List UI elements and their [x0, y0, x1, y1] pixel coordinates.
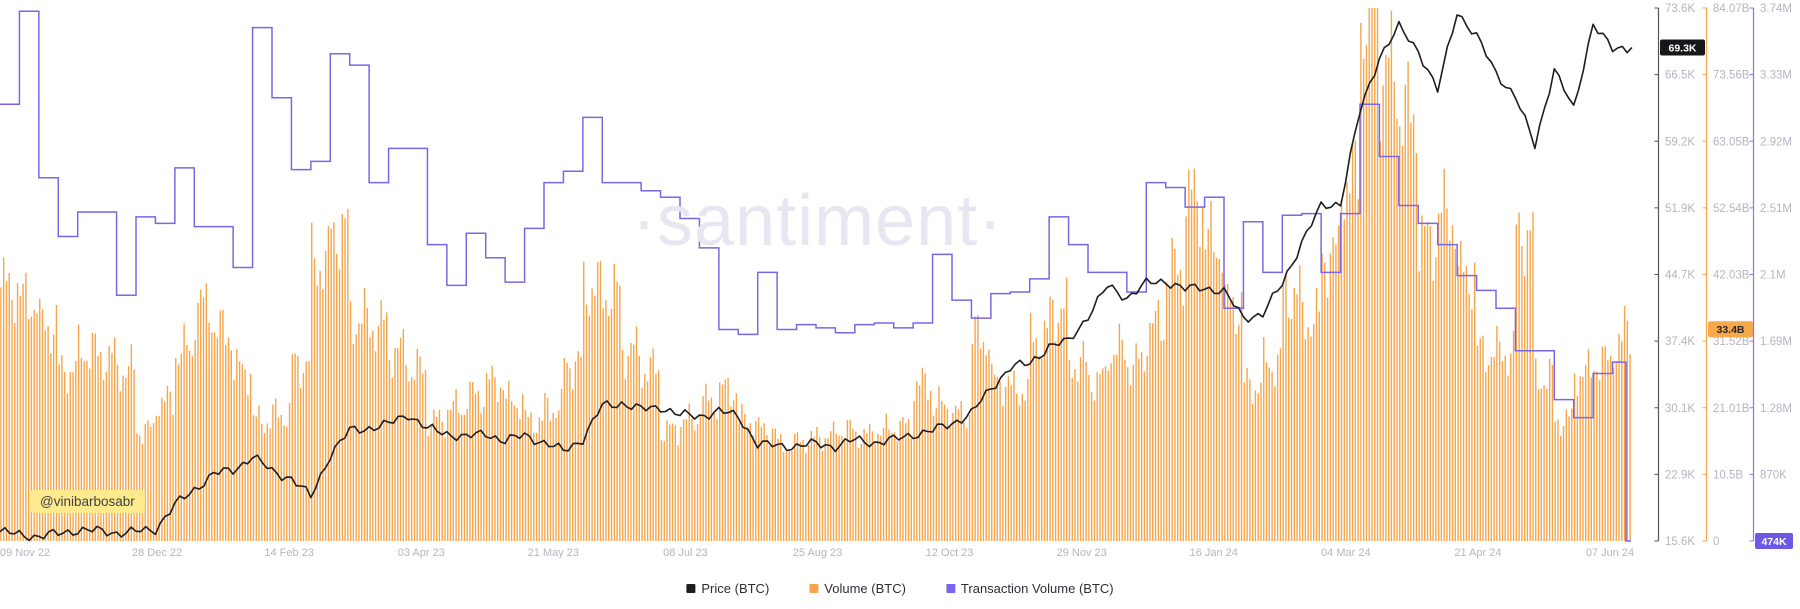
x-tick-label: 03 Apr 23: [398, 547, 445, 559]
price-current-value: 69.3K: [1668, 42, 1696, 54]
transaction-tick-label: 2.92M: [1760, 136, 1792, 148]
x-axis: 09 Nov 22 28 Dec 22 14 Feb 23 03 Apr 23 21 M…: [0, 547, 1634, 559]
volume-tick-label: 84.07B: [1713, 3, 1750, 15]
legend-item-label: Price (BTC): [701, 581, 770, 596]
transaction-axis: 3.74M 3.33M 2.92M 2.51M 2.1M 1.69M 1.28M 870K 47…: [1749, 3, 1793, 549]
transaction-current-badge: [1755, 533, 1793, 549]
price-tick-label: 30.1K: [1665, 403, 1695, 415]
volume-axis: 84.07B 73.56B 63.05B 52.54B 42.03B 31.52B 21.0…: [1702, 3, 1753, 548]
legend-item-transaction-volume[interactable]: Transaction Volume (BTC): [945, 581, 1114, 596]
x-tick-label: 25 Aug 23: [793, 547, 843, 559]
legend-item-label: Transaction Volume (BTC): [960, 581, 1114, 596]
volume-tick-label: 73.56B: [1713, 70, 1750, 82]
chart-legend: Price (BTC) Volume (BTC) Transaction Vol…: [686, 581, 1114, 596]
price-axis: 73.6K 66.5K 59.2K 51.9K 44.7K 37.4K 30.1K 22.9K…: [1654, 3, 1705, 548]
volume-current-badge: [1708, 321, 1753, 338]
x-tick-label: 21 Apr 24: [1454, 547, 1501, 559]
x-tick-label: 28 Dec 22: [132, 547, 182, 559]
volume-bars-series: [0, 8, 1631, 541]
price-tick-label: 37.4K: [1665, 336, 1695, 348]
transaction-tick-label: 3.74M: [1760, 3, 1792, 15]
transaction-current-value: 474K: [1761, 536, 1787, 548]
transaction-tick-label: 1.69M: [1760, 336, 1792, 348]
transaction-tick-label: 2.51M: [1760, 203, 1792, 215]
price-tick-label: 66.5K: [1665, 70, 1695, 82]
price-tick-label: 73.6K: [1665, 3, 1695, 15]
x-tick-label: 08 Jul 23: [663, 547, 708, 559]
volume-tick-label: 31.52B: [1713, 336, 1750, 348]
price-tick-label: 22.9K: [1665, 469, 1695, 481]
price-current-badge: [1660, 39, 1705, 56]
price-tick-label: 15.6K: [1665, 536, 1695, 548]
volume-current-value: 33.4B: [1716, 324, 1744, 336]
price-series: [0, 14, 1633, 542]
legend-item-label: Volume (BTC): [824, 581, 906, 596]
volume-tick-label: 63.05B: [1713, 136, 1750, 148]
price-tick-label: 59.2K: [1665, 136, 1695, 148]
volume-tick-label: 42.03B: [1713, 270, 1750, 282]
x-tick-label: 16 Jan 24: [1190, 547, 1238, 559]
transaction-tick-label: 1.28M: [1760, 403, 1792, 415]
volume-tick-label: 21.01B: [1713, 403, 1750, 415]
price-tick-label: 44.7K: [1665, 270, 1695, 282]
transaction-tick-label: 3.33M: [1760, 70, 1792, 82]
author-annotation: @vinibarbosabr: [30, 490, 145, 513]
volume-legend-swatch-icon: [809, 584, 819, 593]
legend-item-price[interactable]: Price (BTC): [686, 581, 769, 596]
x-tick-label: 04 Mar 24: [1321, 547, 1371, 559]
volume-tick-label: 10.5B: [1713, 469, 1743, 481]
transaction-tick-label: 2.1M: [1760, 270, 1786, 282]
volume-tick-label: 52.54B: [1713, 203, 1750, 215]
price-tick-label: 51.9K: [1665, 203, 1695, 215]
volume-tick-label: 0: [1713, 536, 1719, 548]
transaction-volume-series: [0, 10, 1631, 542]
x-tick-label: 21 May 23: [528, 547, 579, 559]
price-legend-swatch-icon: [686, 584, 696, 593]
santiment-watermark: ·santiment·: [632, 181, 1004, 261]
legend-item-volume[interactable]: Volume (BTC): [809, 581, 906, 596]
x-tick-label: 14 Feb 23: [264, 547, 314, 559]
transaction-volume-legend-swatch-icon: [945, 584, 955, 593]
transaction-tick-label: 870K: [1760, 469, 1787, 481]
x-tick-label: 29 Nov 23: [1057, 547, 1107, 559]
x-tick-label: 09 Nov 22: [0, 547, 50, 559]
x-tick-label: 12 Oct 23: [926, 547, 974, 559]
x-tick-label: 07 Jun 24: [1586, 547, 1634, 559]
